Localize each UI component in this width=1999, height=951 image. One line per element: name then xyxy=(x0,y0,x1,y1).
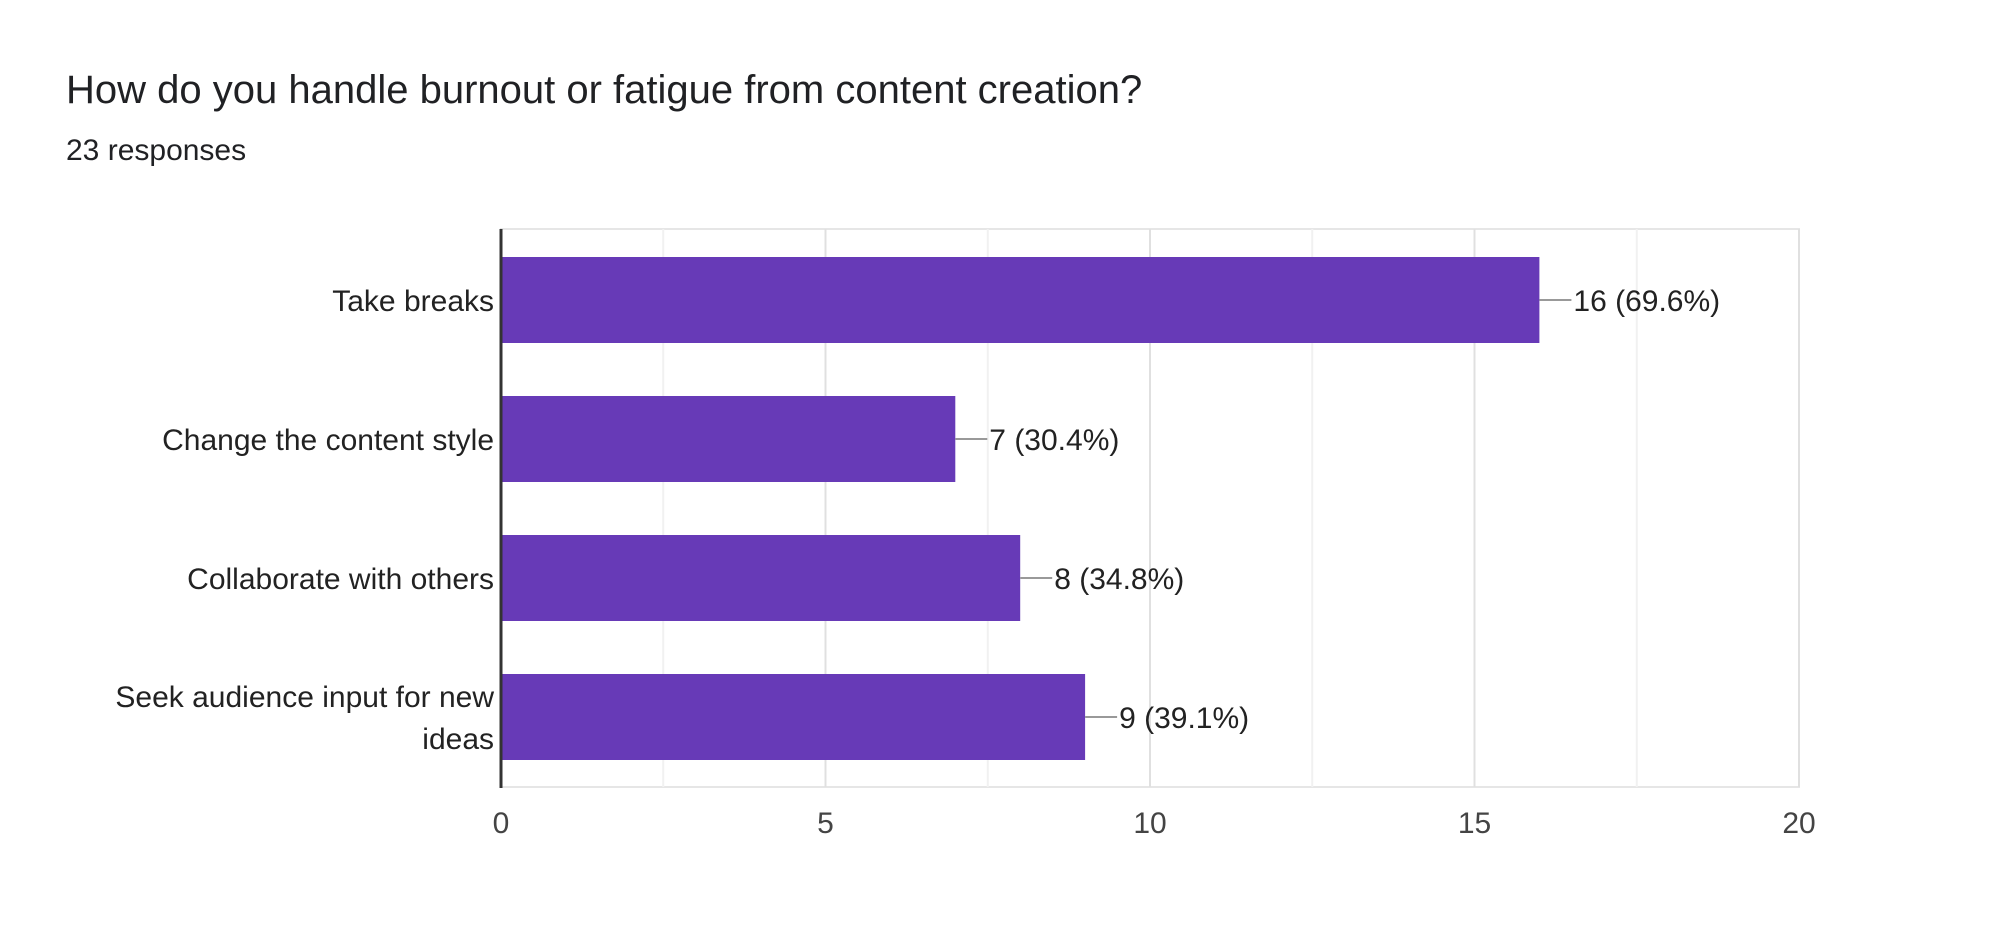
x-tick-label: 15 xyxy=(1458,807,1491,840)
response-count: 23 responses xyxy=(66,134,247,167)
x-tick-label: 20 xyxy=(1782,807,1815,840)
category-label: ideas xyxy=(422,723,494,756)
bar-4 xyxy=(501,674,1086,760)
x-tick-label: 10 xyxy=(1133,807,1166,840)
page-title: How do you handle burnout or fatigue fro… xyxy=(66,68,1143,112)
bar-value-label: 9 (39.1%) xyxy=(1119,702,1249,735)
bar-1 xyxy=(501,257,1540,343)
category-label: Collaborate with others xyxy=(187,563,494,596)
bar-3 xyxy=(501,535,1021,621)
bar-value-label: 8 (34.8%) xyxy=(1054,563,1184,596)
category-label: Seek audience input for new xyxy=(115,681,494,714)
bar-value-label: 7 (30.4%) xyxy=(989,424,1119,457)
category-label: Take breaks xyxy=(332,285,494,318)
category-label: Change the content style xyxy=(162,424,494,457)
x-tick-label: 5 xyxy=(817,807,834,840)
x-tick-label: 0 xyxy=(493,807,510,840)
bar-2 xyxy=(501,396,956,482)
bar-value-label: 16 (69.6%) xyxy=(1573,285,1720,318)
